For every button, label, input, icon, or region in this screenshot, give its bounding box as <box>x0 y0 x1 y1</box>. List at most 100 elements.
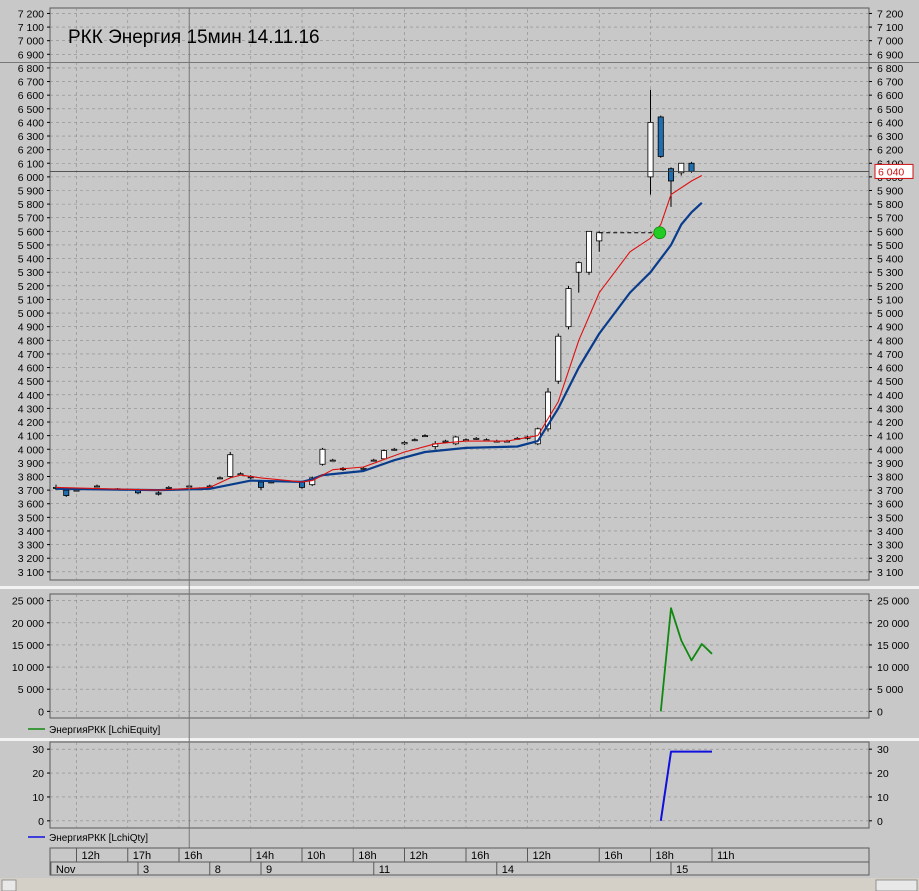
y-tick-label-right: 3 900 <box>877 458 903 470</box>
pane-separator <box>0 586 919 589</box>
moving-average-fast <box>55 175 703 491</box>
candle-bull <box>678 162 685 174</box>
pane-frame <box>49 741 870 829</box>
y-tick-label-left: 5 000 <box>18 308 44 320</box>
candle-bull <box>380 450 387 460</box>
y-tick-label-left: 6 300 <box>18 131 44 143</box>
y-tick-label-left: 7 200 <box>18 8 44 20</box>
chart-title: РКК Энергия 15мин 14.11.16 <box>68 27 320 48</box>
y-tick-label-left: 6 500 <box>18 104 44 116</box>
day-label: 9 <box>266 864 272 876</box>
y-tick-label-right: 7 000 <box>877 36 903 48</box>
candle-bull <box>329 459 336 462</box>
day-label: 3 <box>143 864 149 876</box>
y-tick-label-right: 3 600 <box>877 499 903 511</box>
y-tick-label-right: 7 100 <box>877 22 903 34</box>
y-tick-label-left: 4 800 <box>18 335 44 347</box>
y-tick-label-right: 6 200 <box>877 145 903 157</box>
y-tick-label-right: 15 000 <box>877 640 909 652</box>
legend-qty-label: ЭнергияРКК [LchiQty] <box>49 833 148 844</box>
moving-average-slow <box>55 201 703 492</box>
y-tick-label-right: 4 900 <box>877 322 903 334</box>
scrollbar-thumb <box>875 879 918 891</box>
hour-label: 10h <box>307 850 325 862</box>
candle-bull <box>216 477 223 480</box>
y-tick-label-left: 0 <box>38 706 44 718</box>
y-tick-label-left: 4 100 <box>18 431 44 443</box>
hour-label: 12h <box>533 850 551 862</box>
y-tick-label-left: 5 000 <box>18 684 44 696</box>
y-tick-label-right: 5 700 <box>877 213 903 225</box>
y-tick-label-left: 5 500 <box>18 240 44 252</box>
y-tick-label-right: 6 700 <box>877 77 903 89</box>
y-tick-label-right: 5 800 <box>877 199 903 211</box>
y-tick-label-right: 0 <box>877 706 883 718</box>
y-tick-label-right: 4 600 <box>877 363 903 375</box>
candle-bull <box>165 486 172 489</box>
y-tick-label-right: 20 000 <box>877 618 909 630</box>
y-tick-label-right: 10 <box>877 792 889 804</box>
candle-bull <box>575 262 582 273</box>
y-tick-label-left: 6 400 <box>18 117 44 129</box>
y-tick-label-left: 0 <box>38 816 44 828</box>
y-tick-label-right: 6 500 <box>877 104 903 116</box>
y-tick-label-right: 4 300 <box>877 403 903 415</box>
hour-label: 11h <box>717 850 735 862</box>
equity-line <box>659 607 713 712</box>
last-price-badge-text: 6 040 <box>878 166 904 178</box>
y-tick-label-left: 4 000 <box>18 444 44 456</box>
y-tick-label-left: 5 700 <box>18 213 44 225</box>
y-tick-label-left: 3 400 <box>18 526 44 538</box>
y-tick-label-left: 3 500 <box>18 512 44 524</box>
candle-bear <box>688 162 695 172</box>
y-tick-label-left: 7 100 <box>18 22 44 34</box>
candle-bull <box>73 489 80 492</box>
legend-equity: ЭнергияРКК [LchiEquity] <box>28 725 160 736</box>
day-label: Nov <box>56 864 76 876</box>
y-tick-label-right: 0 <box>877 816 883 828</box>
y-tick-label-left: 6 600 <box>18 90 44 102</box>
y-tick-label-left: 20 000 <box>12 618 44 630</box>
legend-qty: ЭнергияРКК [LchiQty] <box>28 833 148 844</box>
pane-frame <box>49 593 870 719</box>
hour-label: 12h <box>410 850 428 862</box>
y-tick-label-right: 5 900 <box>877 185 903 197</box>
candle-bull <box>401 442 408 445</box>
y-tick-label-left: 25 000 <box>12 596 44 608</box>
y-tick-label-right: 4 800 <box>877 335 903 347</box>
pane-separator <box>0 738 919 741</box>
hour-label: 16h <box>471 850 489 862</box>
day-label: 14 <box>502 864 514 876</box>
y-tick-label-left: 5 800 <box>18 199 44 211</box>
y-tick-label-left: 6 000 <box>18 172 44 184</box>
day-label: 8 <box>215 864 221 876</box>
y-tick-label-right: 5 300 <box>877 267 903 279</box>
candle-bull <box>391 448 398 451</box>
signal-dot <box>653 226 667 240</box>
y-tick-label-left: 3 900 <box>18 458 44 470</box>
y-tick-label-right: 4 500 <box>877 376 903 388</box>
hour-label: 17h <box>133 850 151 862</box>
y-tick-label-left: 4 900 <box>18 322 44 334</box>
y-tick-label-right: 4 200 <box>877 417 903 429</box>
y-tick-label-left: 3 200 <box>18 553 44 565</box>
hour-label: 12h <box>82 850 100 862</box>
y-tick-label-left: 30 <box>32 744 44 756</box>
hour-label: 18h <box>358 850 376 862</box>
day-label: 11 <box>379 864 390 876</box>
y-tick-label-left: 4 200 <box>18 417 44 429</box>
y-tick-label-right: 5 400 <box>877 254 903 266</box>
y-tick-label-left: 4 300 <box>18 403 44 415</box>
y-tick-label-left: 6 800 <box>18 63 44 75</box>
y-tick-label-right: 3 100 <box>877 567 903 579</box>
pane-frame <box>49 7 870 581</box>
y-tick-label-right: 5 000 <box>877 308 903 320</box>
hour-label: 14h <box>256 850 274 862</box>
candle-bull <box>545 391 552 430</box>
y-tick-label-right: 6 300 <box>877 131 903 143</box>
y-tick-label-right: 6 900 <box>877 49 903 61</box>
y-tick-label-right: 4 400 <box>877 390 903 402</box>
y-tick-label-left: 20 <box>32 768 44 780</box>
